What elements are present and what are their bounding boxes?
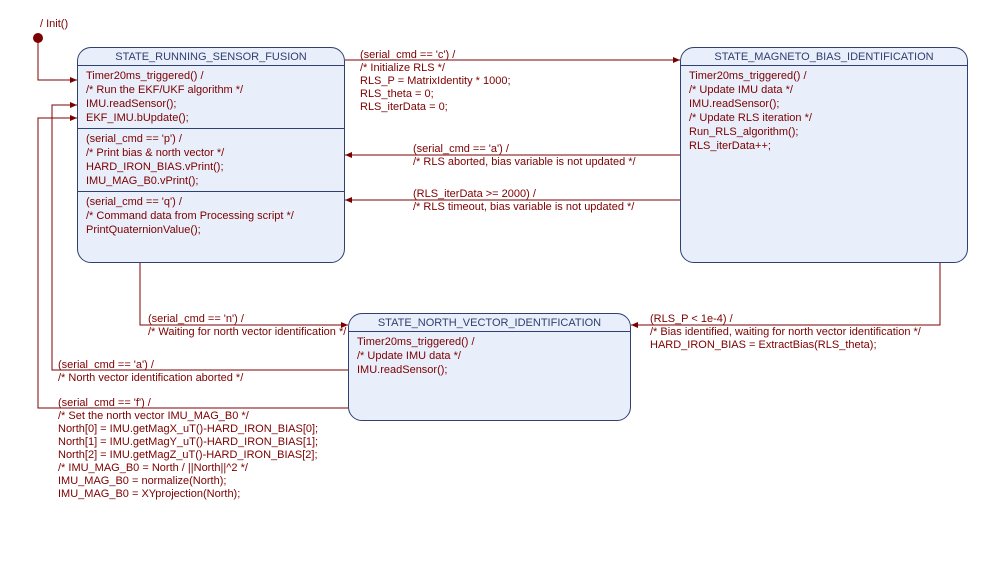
- action: /* Update RLS iteration */: [689, 111, 959, 125]
- guard: (serial_cmd == 'p') /: [86, 132, 336, 146]
- trans-n: (serial_cmd == 'n') / /* Waiting for nor…: [148, 313, 346, 339]
- action: /* Command data from Processing script *…: [86, 209, 336, 223]
- action: EKF_IMU.bUpdate();: [86, 111, 336, 125]
- action: IMU.readSensor();: [689, 97, 959, 111]
- guard: Timer20ms_triggered() /: [86, 69, 336, 83]
- action: IMU.readSensor();: [86, 97, 336, 111]
- trans-f: (serial_cmd == 'f') / /* Set the north v…: [58, 397, 318, 501]
- init-label: / Init(): [40, 18, 68, 30]
- state-magneto: STATE_MAGNETO_BIAS_IDENTIFICATION Timer2…: [680, 47, 968, 263]
- action: IMU_MAG_B0.vPrint();: [86, 174, 336, 188]
- state-magneto-title: STATE_MAGNETO_BIAS_IDENTIFICATION: [681, 48, 967, 66]
- guard: Timer20ms_triggered() /: [357, 335, 622, 349]
- trans-c: (serial_cmd == 'c') / /* Initialize RLS …: [360, 49, 511, 114]
- action: Run_RLS_algorithm();: [689, 125, 959, 139]
- trans-rlsp: (RLS_P < 1e-4) / /* Bias identified, wai…: [650, 313, 921, 352]
- trans-a-rls: (serial_cmd == 'a') / /* RLS aborted, bi…: [413, 143, 636, 169]
- state-north: STATE_NORTH_VECTOR_IDENTIFICATION Timer2…: [348, 313, 631, 421]
- action: IMU.readSensor();: [357, 363, 622, 377]
- trans-a-north: (serial_cmd == 'a') / /* North vector id…: [58, 359, 243, 385]
- action: HARD_IRON_BIAS.vPrint();: [86, 160, 336, 174]
- action: /* Update IMU data */: [689, 83, 959, 97]
- initial-state: [33, 33, 43, 43]
- state-fusion-title: STATE_RUNNING_SENSOR_FUSION: [78, 48, 344, 66]
- action: PrintQuaternionValue();: [86, 223, 336, 237]
- guard: Timer20ms_triggered() /: [689, 69, 959, 83]
- action: /* Run the EKF/UKF algorithm */: [86, 83, 336, 97]
- guard: (serial_cmd == 'q') /: [86, 195, 336, 209]
- state-north-title: STATE_NORTH_VECTOR_IDENTIFICATION: [349, 314, 630, 332]
- trans-iter: (RLS_iterData >= 2000) / /* RLS timeout,…: [413, 188, 634, 214]
- action: RLS_iterData++;: [689, 139, 959, 153]
- action: /* Update IMU data */: [357, 349, 622, 363]
- state-fusion: STATE_RUNNING_SENSOR_FUSION Timer20ms_tr…: [77, 47, 345, 263]
- action: /* Print bias & north vector */: [86, 146, 336, 160]
